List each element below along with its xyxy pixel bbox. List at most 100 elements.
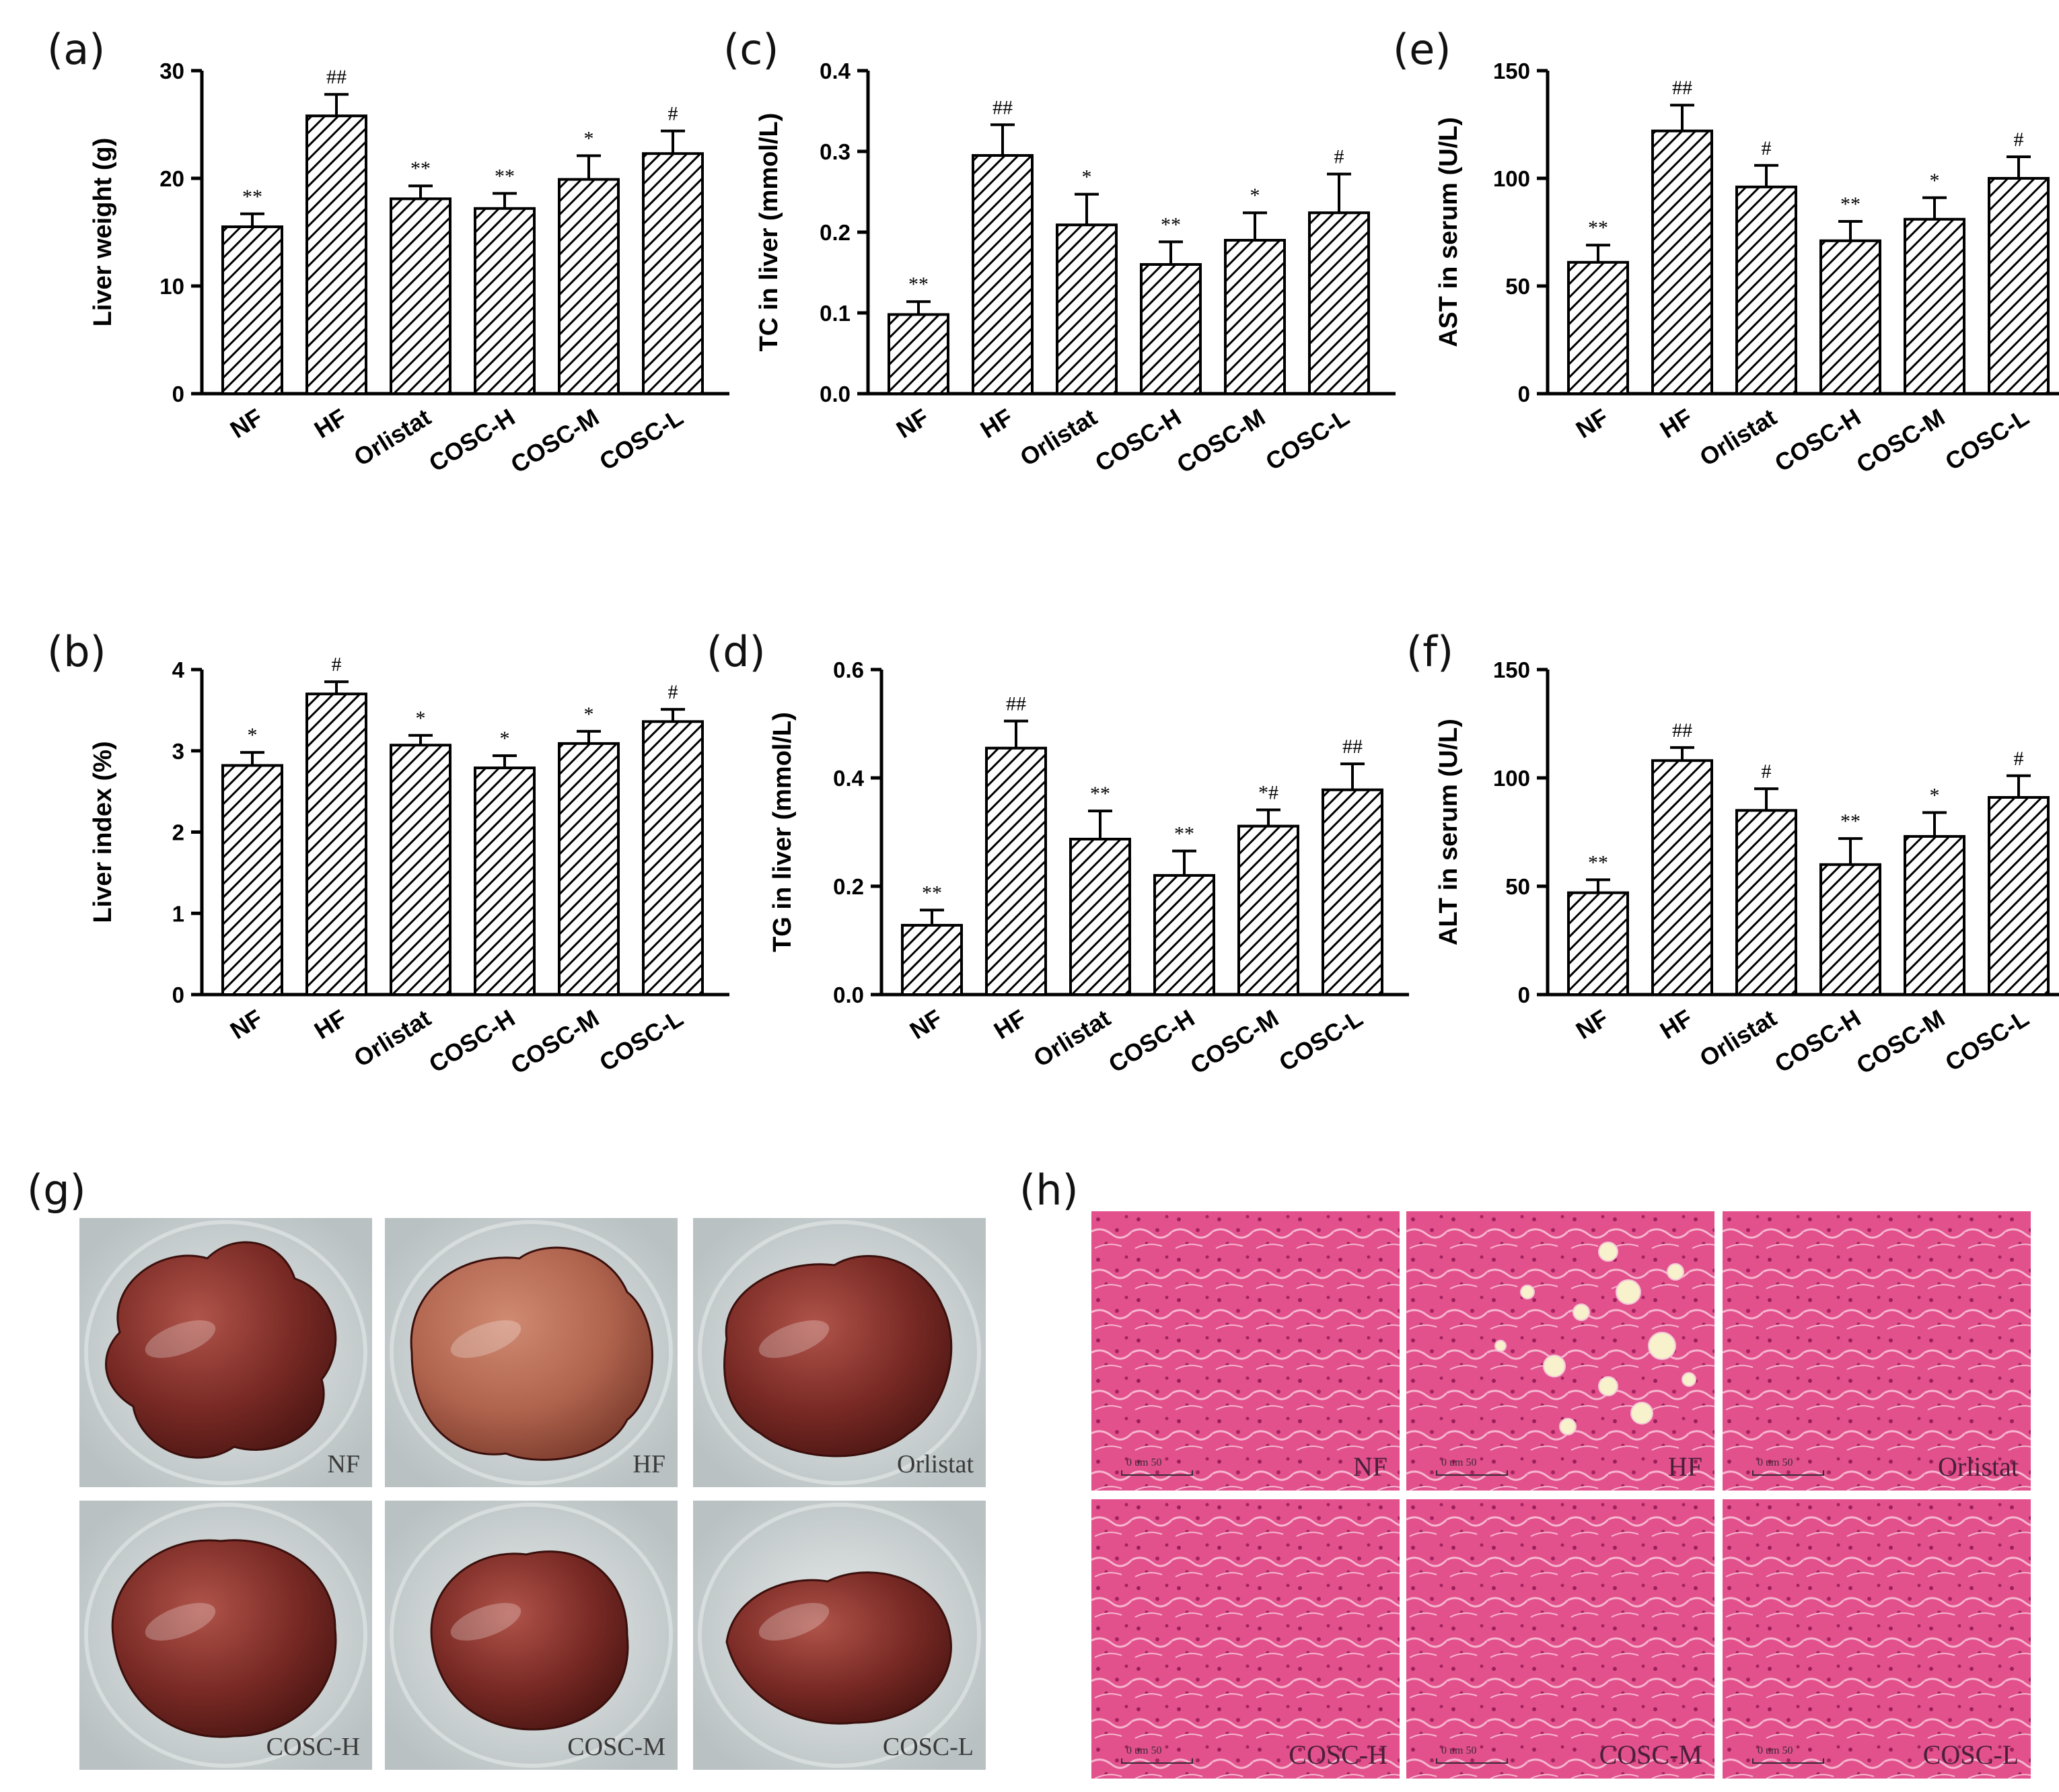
significance-mark: * — [1082, 166, 1092, 188]
liver-highlight — [145, 1320, 216, 1358]
liver-specimen — [725, 1571, 952, 1725]
bar-cosc-m — [1904, 834, 1965, 996]
histology-label: HF — [1668, 1451, 1702, 1482]
significance-mark: * — [1930, 170, 1940, 192]
scale-bar-label: 0 um 50 — [1758, 1745, 1793, 1756]
significance-mark: ** — [1840, 810, 1861, 832]
y-tick-label: 100 — [1493, 166, 1530, 191]
liver-specimen — [410, 1246, 653, 1461]
scale-bar — [1436, 1758, 1508, 1764]
lipid-droplet — [1543, 1355, 1566, 1377]
panel-letter-a: (a) — [47, 25, 105, 74]
bar-cosc-m — [558, 742, 620, 996]
x-tick-label: Orlistat — [1695, 403, 1782, 472]
significance-mark: ** — [922, 882, 942, 904]
liver-highlight — [758, 1320, 830, 1358]
lipid-droplet — [1682, 1372, 1696, 1387]
bar-cosc-l — [642, 152, 704, 395]
bar-cosc-h — [1153, 873, 1215, 997]
x-tick-label: NF — [905, 1004, 947, 1044]
y-tick-label: 30 — [159, 59, 184, 83]
photo-label: Orlistat — [897, 1450, 974, 1478]
significance-mark: * — [248, 724, 258, 746]
significance-mark: * — [416, 707, 426, 729]
x-tick-label: HF — [976, 403, 1017, 443]
liver-photo-cosc-h: COSC-H — [79, 1501, 372, 1770]
y-tick-label: 1 — [172, 901, 184, 926]
significance-mark: *# — [1258, 781, 1278, 803]
significance-mark: * — [584, 703, 594, 725]
liver-highlight — [758, 1603, 830, 1641]
y-tick-label: 150 — [1493, 657, 1530, 682]
y-tick-label: 0.1 — [820, 301, 851, 326]
lipid-droplet — [1598, 1376, 1618, 1396]
significance-mark: ## — [1672, 719, 1692, 742]
y-tick-label: 0 — [172, 982, 184, 1007]
y-axis-label: ALT in serum (U/L) — [1435, 719, 1463, 945]
y-tick-label: 10 — [159, 274, 184, 299]
y-tick-label: 2 — [172, 820, 184, 845]
scale-bar — [1121, 1470, 1193, 1476]
significance-mark: ** — [1161, 213, 1181, 236]
significance-mark: ## — [1672, 77, 1692, 99]
y-axis-label: Liver index (%) — [89, 741, 117, 923]
lipid-droplet — [1559, 1418, 1577, 1435]
x-tick-label: COSC-L — [594, 403, 688, 476]
y-axis-label: TC in liver (mmol/L) — [755, 113, 783, 352]
y-axis-label: Liver weight (g) — [89, 138, 117, 327]
bar-cosc-h — [1819, 239, 1881, 395]
y-tick-label: 0.0 — [820, 382, 851, 406]
histology-nf: 0 um 50 NF — [1091, 1211, 1400, 1491]
y-tick-label: 0.3 — [820, 139, 851, 164]
lipid-droplet — [1573, 1303, 1590, 1321]
tissue-section — [1723, 1211, 2031, 1491]
y-tick-label: 20 — [159, 166, 184, 191]
significance-mark: ## — [326, 66, 347, 88]
significance-mark: ** — [1588, 217, 1608, 239]
bar-nf — [1567, 891, 1629, 997]
liver-photo-cosc-l: COSC-L — [693, 1501, 986, 1770]
y-tick-label: 0.6 — [833, 657, 864, 682]
bar-orlistat — [1735, 185, 1797, 395]
histology-cosc-l: 0 um 50 COSC-L — [1723, 1499, 2031, 1779]
bar-nf — [1567, 260, 1629, 395]
scale-bar — [1752, 1470, 1824, 1476]
bar-cosc-m — [558, 178, 620, 395]
scale-bar-label: 0 um 50 — [1126, 1745, 1161, 1756]
chart-tg-liver: 0.0 0.2 0.4 0.6 TG in liver (mmol/L) ** NF ## HF… — [768, 657, 1409, 1079]
x-tick-label: HF — [1655, 1004, 1697, 1044]
histology-hf: 0 um 50 HF — [1406, 1211, 1714, 1491]
significance-mark: ** — [1174, 823, 1194, 845]
petri-dish-rim — [698, 1220, 981, 1485]
bar-cosc-m — [1904, 217, 1965, 395]
histology-cosc-m: 0 um 50 COSC-M — [1406, 1499, 1714, 1779]
tissue-section — [1091, 1499, 1400, 1779]
x-tick-label: COSC-H — [1770, 1004, 1865, 1078]
x-tick-label: COSC-M — [506, 403, 604, 478]
bar-cosc-l — [1988, 795, 2050, 996]
x-tick-label: NF — [1571, 1004, 1613, 1044]
y-tick-label: 150 — [1493, 59, 1530, 83]
x-tick-label: NF — [1571, 403, 1613, 443]
significance-mark: * — [584, 127, 594, 149]
bar-nf — [901, 923, 963, 996]
photo-label: NF — [327, 1450, 360, 1478]
significance-mark: ** — [1588, 851, 1608, 873]
x-tick-label: COSC-H — [1090, 403, 1186, 477]
liver-highlight — [145, 1603, 216, 1641]
bar-orlistat — [390, 197, 451, 395]
x-tick-label: Orlistat — [349, 1004, 436, 1073]
liver-specimen — [723, 1255, 953, 1458]
x-tick-label: COSC-M — [1186, 1004, 1284, 1079]
liver-photos-grid: NF HF Orlistat COSC-H COSC-M COSC-L — [79, 1218, 986, 1770]
significance-mark: ## — [1006, 692, 1026, 715]
significance-mark: ** — [908, 273, 929, 295]
histology-label: COSC-M — [1599, 1740, 1702, 1770]
y-tick-label: 0.0 — [833, 982, 864, 1007]
liver-photo-cosc-m: COSC-M — [385, 1501, 678, 1770]
bar-cosc-m — [1224, 239, 1286, 395]
x-tick-label: HF — [310, 403, 351, 443]
significance-mark: ** — [1090, 783, 1110, 805]
